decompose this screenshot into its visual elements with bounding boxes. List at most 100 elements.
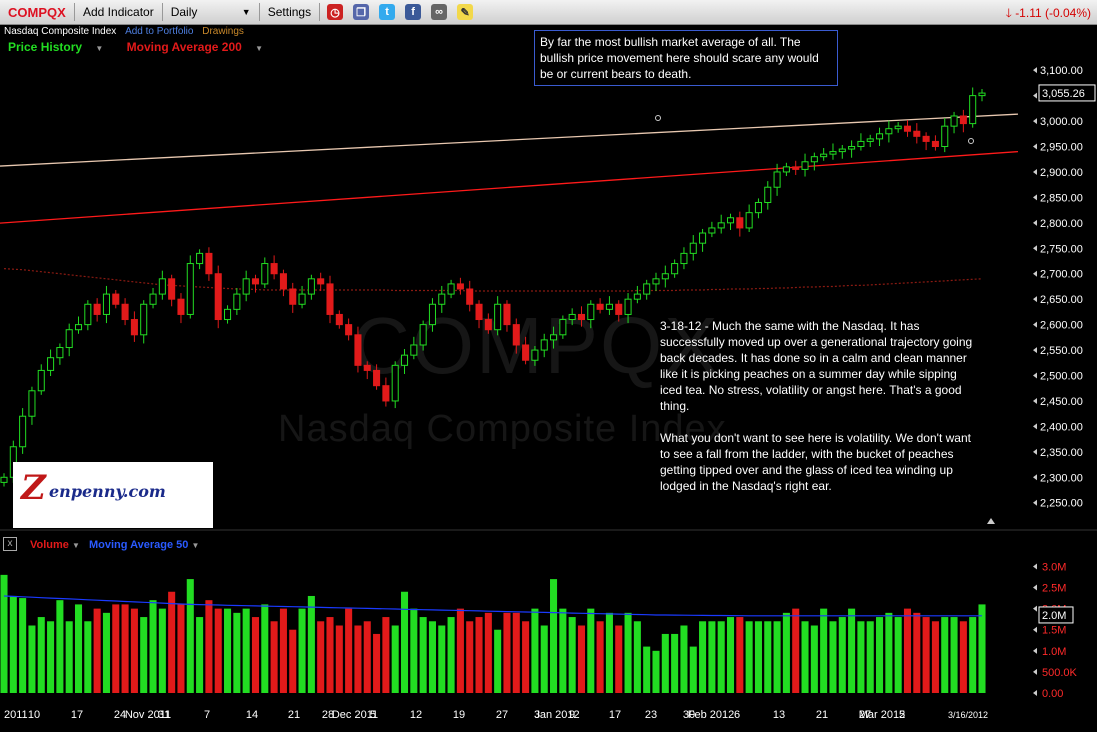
volume-bar — [903, 608, 912, 693]
volume-bar — [419, 617, 427, 693]
add-to-portfolio-link[interactable]: Add to Portfolio — [125, 26, 194, 37]
chevron-down-icon: ▼ — [241, 7, 251, 17]
drawings-link[interactable]: Drawings — [202, 26, 244, 37]
x-tick-label: 7 — [204, 709, 210, 721]
trendline-anchor — [968, 138, 974, 144]
y-tick-label: 2,650.00 — [1040, 294, 1083, 306]
candle-body — [233, 293, 241, 310]
watermark-name: Nasdaq Composite Index — [278, 408, 727, 450]
volume-bar — [270, 621, 278, 693]
y-tick-label: 2,850.00 — [1040, 192, 1083, 204]
y-tick-marker — [1033, 584, 1037, 591]
interval-select[interactable]: Daily ▼ — [161, 3, 259, 21]
volume-bar — [764, 621, 772, 693]
candle-body — [913, 130, 921, 137]
volume-bar — [503, 612, 511, 693]
candle-body — [512, 324, 520, 346]
copy-icon[interactable]: ❐ — [353, 4, 370, 20]
candle-body — [74, 324, 83, 331]
volume-bar — [307, 595, 315, 693]
close-volume-pane-icon[interactable]: x — [3, 537, 17, 551]
alarm-clock-icon[interactable]: ◷ — [327, 4, 344, 20]
annotation-top: By far the most bullish market average o… — [534, 30, 838, 86]
volume-bar — [931, 621, 939, 693]
settings-button[interactable]: Settings — [258, 3, 319, 21]
x-tick-label: 14 — [246, 709, 258, 721]
x-tick-label: Mar 2012 — [859, 709, 905, 721]
volume-bar — [0, 574, 8, 693]
candle-body — [242, 278, 250, 295]
volume-bar — [605, 612, 613, 693]
x-tick-label: Dec 2011 — [332, 709, 378, 721]
volume-bar — [410, 608, 418, 693]
candle-body — [754, 201, 762, 214]
y-tick-marker — [1033, 668, 1037, 675]
candle-body — [633, 293, 641, 300]
x-tick-label: 21 — [816, 709, 828, 721]
legend-moving-average-200[interactable]: Moving Average 200 ▼ — [127, 40, 273, 54]
twitter-icon[interactable]: t — [379, 4, 396, 20]
y-tick-marker — [1033, 296, 1037, 303]
volume-bar — [773, 621, 781, 693]
x-tick-label: Feb 2012 — [688, 709, 734, 721]
legend-volume[interactable]: Volume ▼ — [30, 539, 80, 551]
candle-body — [19, 415, 27, 448]
volume-bar — [149, 600, 157, 693]
candle-body — [112, 293, 120, 305]
volume-bar — [298, 608, 306, 693]
y-tick-marker — [1033, 92, 1037, 99]
symbol-input[interactable]: COMPQX — [8, 4, 66, 20]
volume-bar — [121, 604, 129, 693]
volume-bar — [317, 621, 325, 693]
x-tick-label: 5 — [899, 709, 905, 721]
y-tick-marker — [1033, 347, 1037, 354]
volume-bar — [661, 633, 669, 693]
volume-bar — [214, 608, 222, 693]
volume-bar — [28, 625, 36, 693]
x-tick-label: 17 — [71, 709, 83, 721]
x-tick-label: 9 — [569, 709, 575, 721]
candle-body — [47, 357, 55, 371]
y-tick-label: 2,700.00 — [1040, 269, 1083, 281]
binoculars-icon[interactable]: ∞ — [431, 4, 448, 20]
candle-body — [643, 283, 651, 295]
candle-body — [326, 283, 334, 315]
volume-bar — [792, 608, 800, 693]
scroll-up-icon — [987, 518, 995, 524]
facebook-icon[interactable]: f — [405, 4, 422, 20]
ma200-line — [3, 268, 983, 292]
note-icon[interactable]: ✎ — [457, 4, 474, 20]
legend-ma50-label: Moving Average 50 — [88, 539, 189, 551]
y-tick-marker — [1033, 563, 1037, 570]
candle-body — [419, 324, 427, 346]
candle-body — [969, 95, 977, 125]
annotation-body: 3-18-12 - Much the same with the Nasdaq.… — [660, 318, 982, 510]
x-tick-label: 12 — [410, 709, 422, 721]
ma50-line — [3, 595, 982, 617]
candle-body — [559, 319, 567, 336]
y-tick-label: 2,250.00 — [1040, 498, 1083, 510]
chevron-down-icon: ▼ — [255, 44, 264, 53]
legend-price-history[interactable]: Price History ▼ — [8, 40, 113, 54]
candle-body — [475, 303, 483, 321]
candle-body — [428, 303, 436, 326]
legend-moving-average-50[interactable]: Moving Average 50 ▼ — [89, 539, 199, 551]
volume-bar — [754, 621, 762, 693]
candle-body — [400, 354, 409, 366]
volume-bar — [494, 629, 502, 693]
volume-bar — [531, 608, 539, 693]
volume-bar — [158, 608, 166, 693]
candle-body — [820, 153, 828, 158]
candle-body — [848, 146, 856, 150]
volume-bar — [866, 621, 874, 693]
y-tick-marker — [1033, 194, 1037, 201]
add-indicator-button[interactable]: Add Indicator — [74, 3, 162, 21]
candle-body — [503, 303, 511, 326]
volume-bar — [391, 625, 399, 693]
candle-body — [177, 298, 185, 315]
candle-body — [792, 166, 800, 170]
y-tick-marker — [1033, 647, 1037, 654]
x-tick-label: 17 — [609, 709, 621, 721]
x-tick-label: 10 — [28, 709, 40, 721]
volume-bar — [205, 600, 213, 693]
